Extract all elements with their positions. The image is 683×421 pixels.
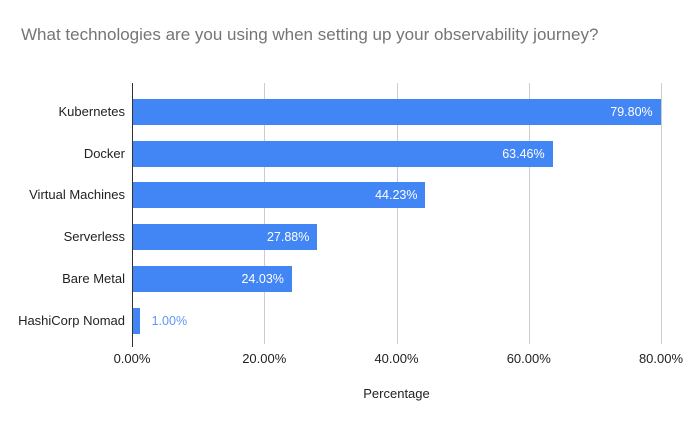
- bar-row: Kubernetes 79.80%: [0, 99, 683, 125]
- value-label: 1.00%: [151, 314, 188, 328]
- value-label: 63.46%: [502, 147, 545, 161]
- y-axis-line: [132, 83, 133, 347]
- x-tick-label: 40.00%: [374, 351, 419, 366]
- x-tick-label: 0.00%: [113, 351, 151, 366]
- gridline: [396, 83, 398, 344]
- category-label: Virtual Machines: [29, 187, 125, 202]
- bar: 63.46%: [133, 141, 553, 167]
- gridline: [528, 83, 530, 344]
- category-label: HashiCorp Nomad: [18, 313, 125, 328]
- gridline: [264, 83, 266, 344]
- bar: 79.80%: [133, 99, 661, 125]
- value-label: 24.03%: [241, 272, 284, 286]
- value-label: 44.23%: [375, 188, 418, 202]
- bar: [133, 308, 140, 334]
- category-label: Kubernetes: [58, 104, 126, 119]
- x-axis-title: Percentage: [363, 386, 430, 401]
- chart-title: What technologies are you using when set…: [21, 25, 599, 44]
- bar-row: Docker 63.46%: [0, 141, 683, 167]
- x-tick-label: 60.00%: [506, 351, 551, 366]
- bar: 44.23%: [133, 182, 426, 208]
- gridline: [661, 83, 662, 344]
- value-label: 27.88%: [266, 230, 310, 244]
- value-label: 79.80%: [610, 105, 653, 119]
- bar-row: Serverless 27.88%: [0, 224, 683, 250]
- x-tick-label: 20.00%: [242, 351, 287, 366]
- category-label: Serverless: [63, 229, 125, 244]
- bar-row: HashiCorp Nomad 1.00%: [0, 308, 683, 334]
- x-tick-label: 80.00%: [638, 351, 683, 366]
- bar-row: Virtual Machines 44.23%: [0, 182, 683, 208]
- bar: 24.03%: [133, 266, 292, 292]
- category-label: Docker: [83, 146, 125, 161]
- bar: 27.88%: [133, 224, 318, 250]
- category-label: Bare Metal: [62, 271, 125, 286]
- bar-row: Bare Metal 24.03%: [0, 266, 683, 292]
